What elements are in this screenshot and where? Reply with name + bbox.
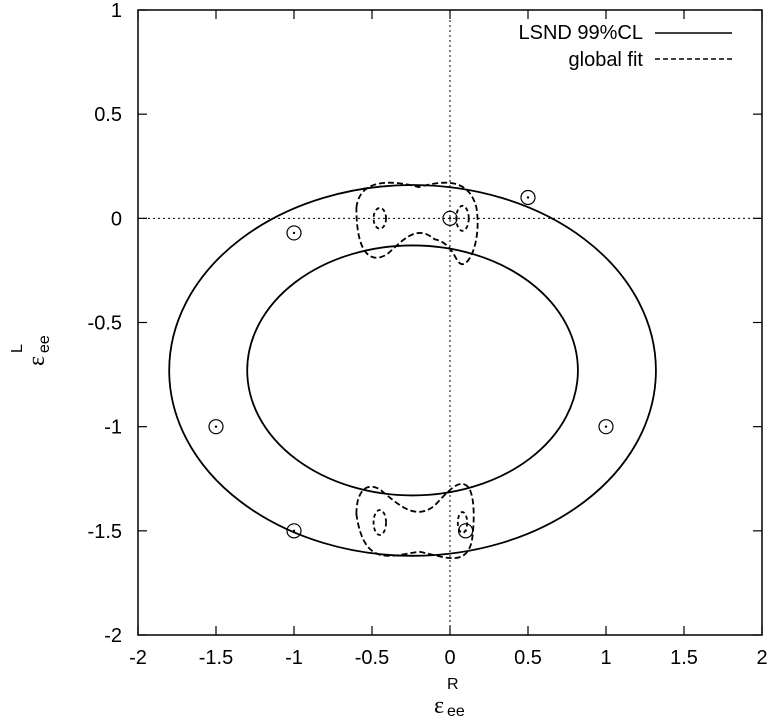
marker-dot (464, 529, 467, 533)
x-axis-label-base: ε (434, 693, 444, 719)
marker-ring (442, 210, 458, 226)
global-fit-lobe (372, 509, 387, 536)
data-layer (168, 181, 657, 559)
lsnd-outer-ellipse (168, 184, 657, 557)
marker-ring (286, 225, 302, 241)
y-axis-label-base: ε (24, 356, 50, 366)
marker-dot (448, 217, 452, 220)
marker-dot (292, 529, 296, 533)
y-tick-label: -0.5 (88, 313, 122, 335)
global-fit-lobe (455, 204, 470, 232)
marker-dot (214, 425, 218, 428)
y-axis-label-sup: L (9, 344, 26, 353)
marker-dot (292, 231, 296, 235)
x-tick-label: 1 (600, 647, 611, 669)
legend: LSND 99%CL global fit (518, 22, 732, 71)
axis-ticks: -2 -1.5 -1 -0.5 0 0.5 1 1.5 2 -2 -1.5 -1 -0.5 0 0.5 1 (88, 0, 768, 669)
y-axis-label-sub: ee (36, 335, 53, 353)
zero-lines (138, 10, 762, 635)
marker-ring (520, 189, 536, 206)
y-tick-label: -2 (104, 625, 122, 647)
marker-ring (598, 419, 614, 435)
x-tick-label: -1.5 (199, 647, 233, 669)
x-axis-label-sup: R (447, 676, 459, 693)
x-tick-label: 0 (444, 647, 455, 669)
lsnd-inner-ellipse (246, 244, 579, 497)
marker-ring (208, 419, 224, 435)
legend-label-lsnd: LSND 99%CL (518, 22, 643, 44)
x-axis-label-sub: ee (447, 703, 465, 720)
x-tick-label: 0.5 (514, 647, 542, 669)
marker-ring (458, 523, 474, 539)
x-tick-label: -0.5 (355, 647, 389, 669)
legend-label-global-fit: global fit (569, 49, 644, 71)
marker-ring (286, 523, 302, 539)
x-tick-label: 1.5 (670, 647, 698, 669)
y-tick-label: -1 (104, 417, 122, 439)
global-fit-upper-contour (355, 181, 479, 266)
global-fit-lower-contour (355, 483, 475, 559)
y-tick-label: -1.5 (88, 521, 122, 543)
x-tick-label: 2 (756, 647, 767, 669)
y-tick-label: 1 (111, 0, 122, 22)
y-tick-label: 0.5 (94, 104, 122, 126)
marker-dot (526, 196, 530, 199)
x-axis-label: ε R ee (434, 676, 465, 720)
x-tick-label: -1 (285, 647, 303, 669)
marker-dot (604, 425, 608, 428)
global-fit-lobe (456, 511, 469, 534)
global-fit-lobe (372, 207, 387, 230)
y-axis-label: ε L ee (9, 335, 53, 366)
x-tick-label: -2 (129, 647, 147, 669)
y-tick-label: 0 (111, 208, 122, 230)
